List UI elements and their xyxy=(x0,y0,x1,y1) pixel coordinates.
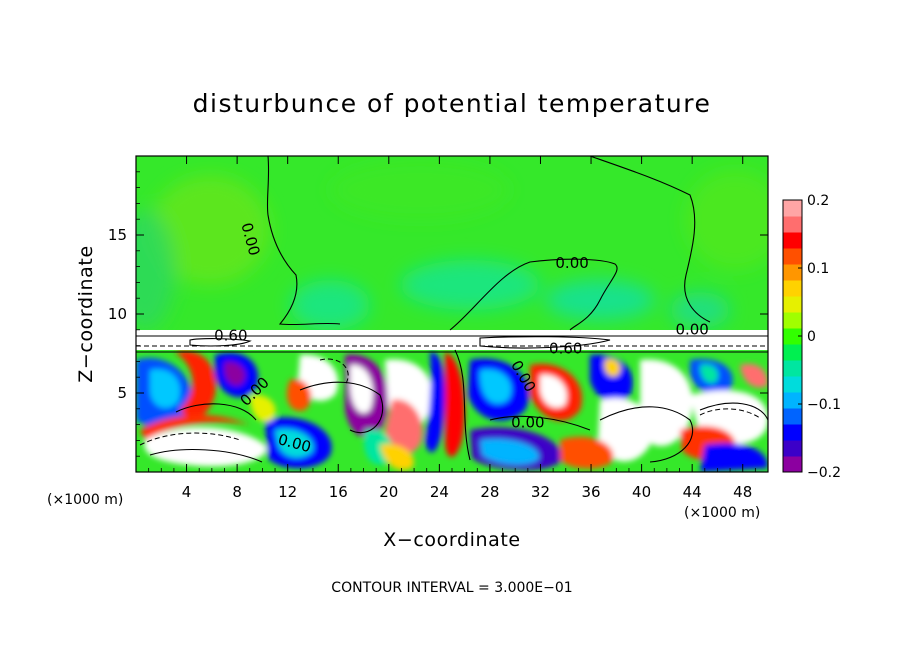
colorbar-tick-label: −0.2 xyxy=(807,465,841,481)
colorbar-swatch xyxy=(783,328,802,345)
x-tick-label: 32 xyxy=(531,483,550,501)
contour-label-text: 0.60 xyxy=(549,339,582,357)
chart-title: disturbunce of potential temperature xyxy=(193,89,712,118)
lower-field-eddies xyxy=(136,350,768,472)
x-tick-label: 20 xyxy=(379,483,398,501)
colorbar-tick-label: −0.1 xyxy=(807,397,841,413)
y-axis-label: Z−coordinate xyxy=(75,245,97,382)
x-axis-label: X−coordinate xyxy=(383,529,520,551)
colorbar-swatch xyxy=(783,200,802,217)
colorbar-swatch xyxy=(783,312,802,329)
contour-label-text: 0.00 xyxy=(511,414,544,432)
y-tick-label: 10 xyxy=(108,305,127,323)
x-tick-label: 44 xyxy=(683,483,702,501)
colorbar-tick-label: 0.2 xyxy=(807,193,829,209)
x-tick-label: 28 xyxy=(480,483,499,501)
contour-label: 0.60 xyxy=(214,327,247,345)
y-axis-unit: (×1000 m) xyxy=(47,492,123,508)
contour-labels: 0.000.000.600.600.000.00 0.000.000.00 xyxy=(214,221,709,456)
contour-label: 0.00 xyxy=(555,254,588,272)
x-tick-label: 12 xyxy=(278,483,297,501)
x-tick-label: 16 xyxy=(329,483,348,501)
colorbar-swatch xyxy=(783,248,802,265)
colorbar-swatch xyxy=(783,296,802,313)
x-axis-ticks: 4 8 12 16 20 24 28 32 36 40 44 48 xyxy=(148,156,756,501)
contour-label: 0.60 xyxy=(549,339,582,357)
colorbar-tick-label: 0.1 xyxy=(807,261,829,277)
x-tick-label: 24 xyxy=(430,483,449,501)
contour-label: 0.00 xyxy=(511,414,544,432)
colorbar-swatch xyxy=(783,392,802,409)
contour-interval-note: CONTOUR INTERVAL = 3.000E−01 xyxy=(331,580,572,596)
dashed-contours xyxy=(136,345,768,446)
colorbar-swatch xyxy=(783,232,802,249)
colorbar: 0.2 0.1 0 −0.1 −0.2 xyxy=(782,193,841,481)
colorbar-swatch xyxy=(783,424,802,441)
colorbar-swatch xyxy=(783,440,802,457)
colorbar-swatch xyxy=(783,376,802,393)
x-tick-label: 4 xyxy=(182,483,192,501)
contour-label-text: 0.60 xyxy=(214,327,247,345)
colorbar-swatch xyxy=(783,360,802,377)
colorbar-tick-label: 0 xyxy=(807,329,816,345)
x-tick-label: 40 xyxy=(632,483,651,501)
y-tick-label: 15 xyxy=(108,226,127,244)
colorbar-swatch xyxy=(783,264,802,281)
contour-lines xyxy=(136,156,768,463)
y-axis-ticks: 5 10 15 xyxy=(108,171,768,457)
plot-area: 0.000.000.600.600.000.00 0.000.000.00 xyxy=(136,156,768,472)
contour-label-text: 0.00 xyxy=(675,320,708,338)
upper-field-variations xyxy=(136,160,768,330)
colorbar-swatch xyxy=(783,280,802,297)
contour-label-text: 0.00 xyxy=(555,254,588,272)
colorbar-swatch xyxy=(783,408,802,425)
colorbar-swatch xyxy=(783,344,802,361)
colorbar-swatch xyxy=(783,456,802,473)
x-tick-label: 48 xyxy=(733,483,752,501)
y-tick-label: 5 xyxy=(117,384,127,402)
contour-label: 0.00 xyxy=(675,320,708,338)
x-tick-label: 36 xyxy=(581,483,600,501)
x-tick-label: 8 xyxy=(232,483,242,501)
colorbar-swatch xyxy=(783,216,802,233)
x-axis-unit: (×1000 m) xyxy=(684,505,760,521)
